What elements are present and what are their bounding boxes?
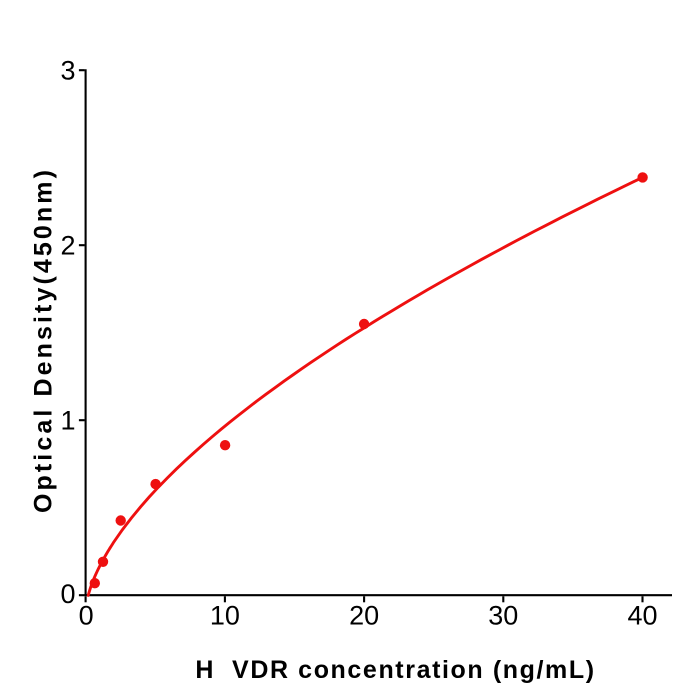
svg-text:2: 2 bbox=[60, 231, 75, 261]
svg-text:40: 40 bbox=[627, 601, 657, 631]
svg-text:10: 10 bbox=[210, 601, 240, 631]
svg-text:0: 0 bbox=[79, 601, 94, 631]
svg-text:3: 3 bbox=[60, 56, 75, 86]
svg-text:30: 30 bbox=[488, 601, 518, 631]
svg-text:20: 20 bbox=[349, 601, 379, 631]
svg-text:H VDR concentration (ng/mL): H VDR concentration (ng/mL) bbox=[195, 656, 595, 684]
svg-text:0: 0 bbox=[60, 579, 75, 609]
svg-text:Optical Density(450nm): Optical Density(450nm) bbox=[30, 167, 58, 513]
svg-text:1: 1 bbox=[60, 406, 75, 436]
